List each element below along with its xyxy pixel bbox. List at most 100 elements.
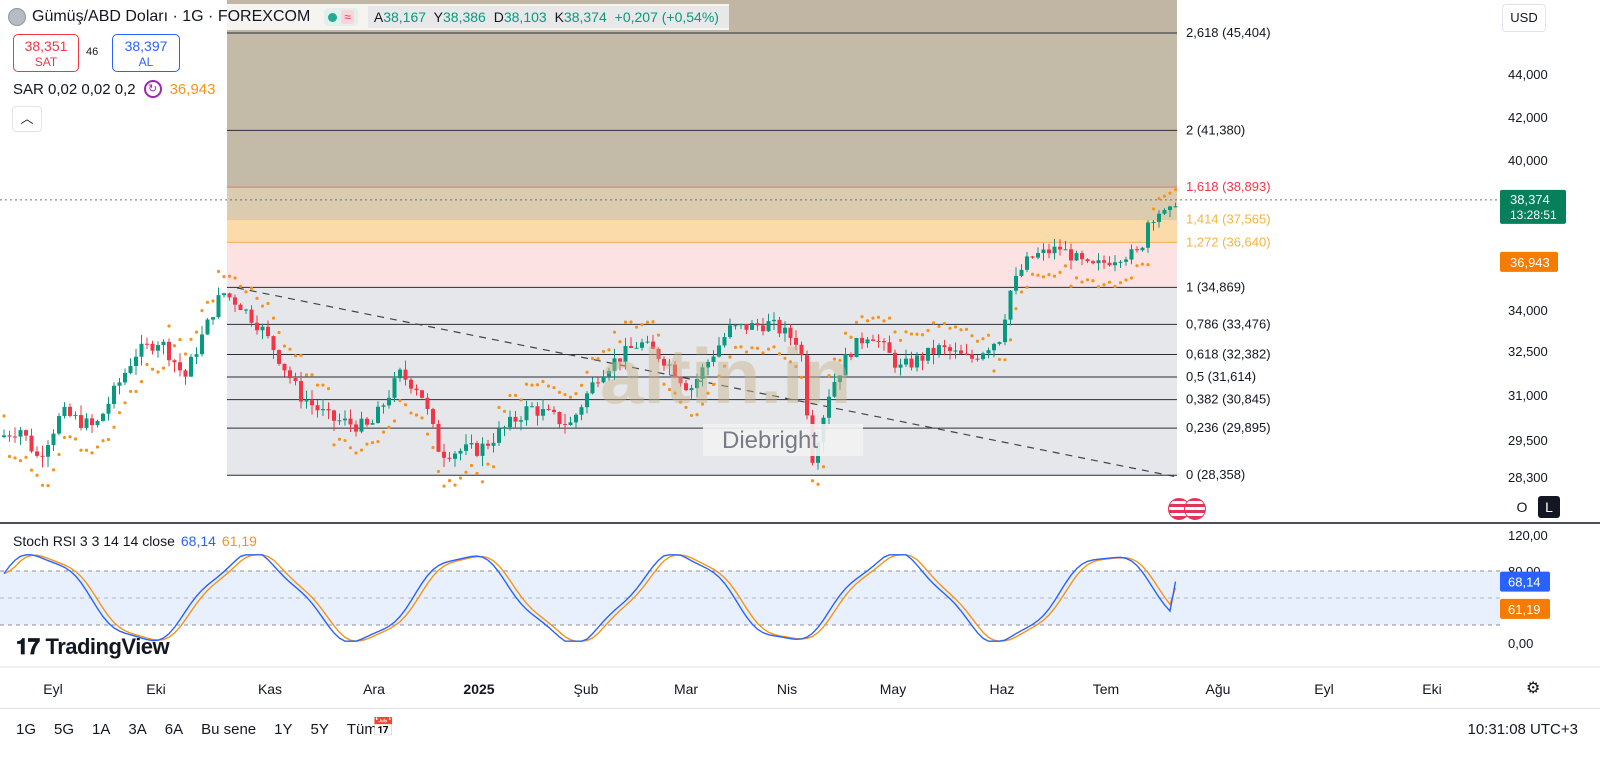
candle	[18, 427, 23, 445]
candle	[667, 359, 672, 376]
sar-dot	[1162, 194, 1167, 198]
candle-body	[882, 341, 886, 343]
candle-body	[871, 339, 875, 341]
sar-dot	[431, 445, 435, 450]
range-button-6[interactable]: 1Y	[274, 721, 293, 738]
candle-body	[310, 400, 314, 406]
sell-button[interactable]: 38,351 SAT	[13, 34, 79, 72]
calendar-icon[interactable]: 📅	[372, 717, 395, 737]
candle	[480, 437, 485, 467]
range-button-0[interactable]: 1G	[16, 721, 37, 738]
candle	[970, 349, 974, 363]
candle-body	[249, 309, 254, 323]
clock[interactable]: 10:31:08 UTC+3	[1467, 721, 1579, 738]
scale-o-button[interactable]: O	[1516, 499, 1528, 515]
sar-dot	[546, 384, 551, 388]
candle-body	[893, 352, 897, 368]
market-status[interactable]: ≈	[324, 8, 358, 26]
fib-label-2: 0,382 (30,845)	[1186, 392, 1271, 407]
sar-dot	[574, 392, 578, 396]
sar-dot	[656, 333, 661, 337]
candle-body	[497, 428, 501, 443]
candle	[128, 358, 133, 375]
sar-dot	[1113, 284, 1117, 289]
sar-dot	[101, 439, 105, 443]
price-axis: 44,00042,00040,00036,00034,00032,50031,0…	[1500, 67, 1566, 485]
candle	[904, 349, 908, 367]
sar-dot	[612, 330, 617, 334]
sar-dot	[189, 337, 193, 341]
candle-body	[123, 372, 127, 383]
refresh-icon[interactable]: ↻	[143, 80, 162, 98]
candle-body	[1135, 249, 1139, 251]
collapse-legend-button[interactable]: ︿	[12, 106, 42, 132]
candle-body	[431, 409, 435, 424]
gear-icon[interactable]: ⚙	[1526, 680, 1541, 697]
scale-l-button[interactable]: L	[1538, 496, 1560, 518]
candle	[288, 366, 292, 384]
sar-legend[interactable]: SAR 0,02 0,02 0,2 ↻ 36,943	[13, 80, 215, 98]
symbol-header: Gümüş/ABD Doları · 1G · FOREXCOM ≈ A38,1…	[8, 4, 729, 30]
currency-selector[interactable]: USD	[1502, 4, 1546, 32]
range-button-4[interactable]: 6A	[164, 721, 184, 738]
candle	[1080, 250, 1084, 266]
candle-body	[948, 347, 952, 352]
sar-dot	[590, 356, 595, 361]
candle-body	[964, 353, 969, 355]
candle-body	[794, 337, 798, 345]
sar-dot	[227, 274, 232, 278]
candle-body	[24, 430, 28, 436]
candle	[1036, 247, 1040, 260]
sar-dot	[387, 425, 391, 429]
sar-dot	[156, 370, 160, 374]
candle	[535, 402, 540, 426]
candle	[552, 406, 556, 415]
stoch-d-box	[1500, 598, 1550, 619]
candle-body	[348, 418, 353, 425]
range-button-5[interactable]: Bu sene	[201, 721, 257, 738]
sar-dot	[722, 364, 727, 368]
sar-dot	[920, 333, 925, 337]
stoch-legend[interactable]: Stoch RSI 3 3 14 14 close 68,14 61,19	[13, 533, 257, 549]
candle	[849, 352, 853, 361]
candle-body	[1091, 261, 1095, 264]
candle	[106, 396, 111, 421]
sar-dot	[706, 391, 710, 395]
sar-dot	[244, 290, 248, 294]
symbol-title[interactable]: Gümüş/ABD Doları · 1G · FOREXCOM	[32, 8, 311, 25]
candle-body	[40, 455, 45, 457]
candle	[794, 330, 798, 351]
candle-body	[343, 418, 347, 421]
candle-body	[51, 433, 56, 446]
silver-icon	[8, 8, 26, 26]
range-button-7[interactable]: 5Y	[310, 721, 329, 738]
range-button-1[interactable]: 5G	[54, 721, 75, 738]
sar-dot	[557, 390, 562, 394]
sar-dot	[761, 351, 765, 355]
candle-body	[799, 344, 804, 356]
countdown-label: 13:28:51	[1510, 208, 1557, 222]
candle	[387, 390, 391, 409]
price-tick-7: 29,500	[1508, 433, 1548, 448]
candle	[673, 360, 677, 379]
us-flag-icon[interactable]	[1168, 498, 1208, 522]
candle-body	[255, 322, 259, 331]
sar-dot	[321, 383, 325, 387]
range-button-2[interactable]: 1A	[92, 721, 111, 738]
sar-dot	[1151, 207, 1156, 211]
sar-dot	[480, 480, 485, 484]
candle-body	[1019, 269, 1024, 276]
range-button-8[interactable]: Tümü	[346, 721, 386, 738]
candle	[447, 451, 452, 462]
tradingview-logo[interactable]: 𝟏𝟕 TradingView	[16, 634, 170, 660]
candle	[381, 403, 386, 414]
candle	[717, 337, 721, 358]
candle	[216, 287, 221, 319]
sar-dot	[167, 324, 171, 328]
candle	[634, 341, 639, 349]
range-button-3[interactable]: 3A	[128, 721, 147, 738]
sar-dot	[62, 435, 67, 440]
candle	[1069, 243, 1073, 270]
buy-button[interactable]: 38,397 AL	[112, 34, 180, 72]
